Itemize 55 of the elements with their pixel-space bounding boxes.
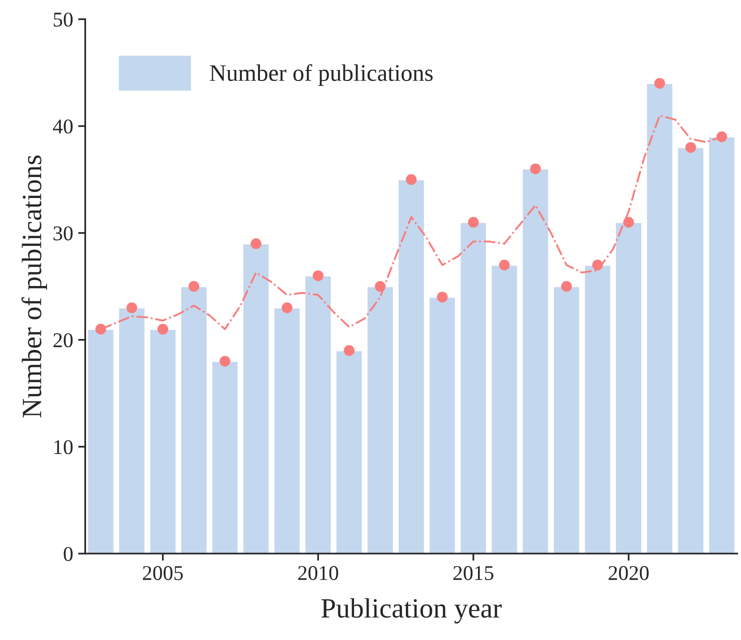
point <box>220 356 230 367</box>
bar <box>521 168 550 554</box>
point <box>499 260 510 270</box>
point <box>436 292 448 302</box>
bar <box>148 328 177 554</box>
point <box>157 324 168 335</box>
x-axis-title: Publication year <box>321 598 502 624</box>
bar <box>614 222 643 554</box>
x-tick-label: 2010 <box>298 566 338 580</box>
bar <box>210 360 239 554</box>
x-tick-label: 2005 <box>142 566 183 580</box>
x-tick-label: 2020 <box>608 566 649 580</box>
y-tick-label: 0 <box>64 546 73 562</box>
point <box>406 174 417 185</box>
bar <box>304 275 332 554</box>
bar <box>180 286 208 554</box>
point <box>654 78 666 89</box>
point <box>561 281 572 292</box>
point <box>592 260 603 270</box>
point <box>374 281 386 292</box>
point <box>716 131 728 142</box>
bar <box>676 146 705 554</box>
y-tick-label: 10 <box>54 440 73 454</box>
point <box>530 163 541 174</box>
bar <box>397 178 426 554</box>
point <box>250 238 262 250</box>
bar <box>708 136 736 554</box>
point <box>188 281 200 292</box>
point <box>468 216 479 228</box>
bar <box>490 264 518 554</box>
bar <box>335 350 364 554</box>
bar <box>118 307 146 554</box>
y-tick-label: 20 <box>53 333 73 348</box>
bar <box>242 242 270 554</box>
bar <box>86 328 115 554</box>
point <box>126 302 138 314</box>
y-axis-title: Number of publications <box>22 155 48 418</box>
bar <box>552 286 581 554</box>
bar <box>428 296 456 554</box>
point <box>312 270 324 282</box>
y-tick-label: 30 <box>54 226 73 240</box>
y-tick-label: 40 <box>52 119 73 134</box>
point <box>282 302 292 314</box>
point <box>623 216 634 228</box>
point <box>685 142 696 153</box>
bar <box>584 264 612 554</box>
y-tick-label: 50 <box>54 12 73 27</box>
bar <box>646 82 674 554</box>
x-tick-label: 2015 <box>453 566 494 580</box>
point <box>344 345 355 356</box>
legend-label: Number of publications <box>210 64 433 86</box>
point <box>95 324 106 335</box>
bar <box>459 222 488 554</box>
bar <box>273 307 302 554</box>
bar <box>366 286 394 554</box>
